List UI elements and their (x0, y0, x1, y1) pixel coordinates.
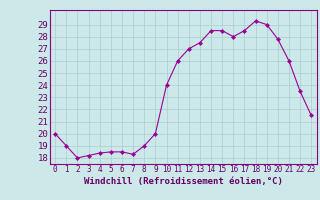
X-axis label: Windchill (Refroidissement éolien,°C): Windchill (Refroidissement éolien,°C) (84, 177, 283, 186)
